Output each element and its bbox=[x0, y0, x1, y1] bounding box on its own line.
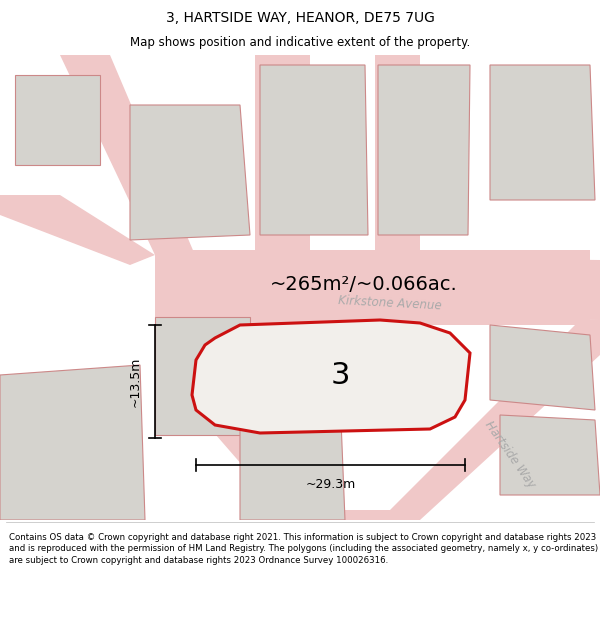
Text: Contains OS data © Crown copyright and database right 2021. This information is : Contains OS data © Crown copyright and d… bbox=[9, 532, 598, 565]
Polygon shape bbox=[490, 325, 595, 410]
Polygon shape bbox=[378, 65, 470, 235]
Text: Map shows position and indicative extent of the property.: Map shows position and indicative extent… bbox=[130, 36, 470, 49]
Text: Kirkstone Avenue: Kirkstone Avenue bbox=[338, 294, 442, 312]
Polygon shape bbox=[375, 55, 420, 250]
Polygon shape bbox=[260, 65, 368, 235]
Polygon shape bbox=[490, 65, 595, 200]
Polygon shape bbox=[15, 75, 100, 165]
Text: ~265m²/~0.066ac.: ~265m²/~0.066ac. bbox=[270, 276, 458, 294]
Polygon shape bbox=[0, 365, 145, 520]
Polygon shape bbox=[130, 105, 250, 240]
Polygon shape bbox=[500, 415, 600, 495]
Text: 3, HARTSIDE WAY, HEANOR, DE75 7UG: 3, HARTSIDE WAY, HEANOR, DE75 7UG bbox=[166, 11, 434, 24]
Text: ~29.3m: ~29.3m bbox=[305, 479, 356, 491]
Polygon shape bbox=[0, 195, 155, 265]
Polygon shape bbox=[155, 255, 600, 320]
Text: 3: 3 bbox=[330, 361, 350, 389]
Polygon shape bbox=[240, 395, 345, 520]
Text: Hartside Way: Hartside Way bbox=[482, 419, 538, 491]
Polygon shape bbox=[255, 55, 310, 250]
Polygon shape bbox=[0, 55, 195, 255]
Polygon shape bbox=[155, 250, 590, 325]
Polygon shape bbox=[192, 320, 470, 433]
Polygon shape bbox=[155, 317, 340, 520]
Polygon shape bbox=[155, 317, 250, 435]
Polygon shape bbox=[330, 320, 600, 520]
Text: ~13.5m: ~13.5m bbox=[128, 356, 142, 407]
